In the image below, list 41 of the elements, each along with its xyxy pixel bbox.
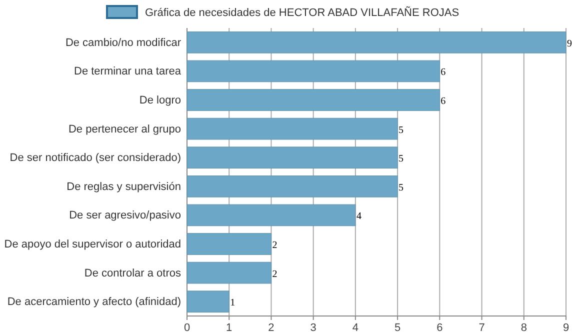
bar	[186, 146, 398, 169]
bar	[186, 233, 272, 255]
y-tick-label: De reglas y supervisión	[66, 180, 181, 193]
data-label: 1	[230, 298, 236, 309]
bar	[186, 60, 440, 82]
y-tick-label: De ser notificado (ser considerado)	[10, 152, 181, 164]
y-tick-label: De terminar una tarea	[74, 66, 182, 78]
data-label: 6	[440, 67, 446, 78]
bar	[186, 290, 230, 313]
x-tick-label: 2	[268, 322, 274, 334]
x-tick-label: 7	[478, 322, 485, 334]
x-tick-label: 4	[352, 322, 359, 334]
y-tick-label: De apoyo del supervisor o autoridad	[4, 238, 181, 251]
x-tick-label: 0	[184, 322, 190, 334]
bar	[186, 89, 440, 111]
bar	[186, 175, 398, 198]
bar	[186, 31, 566, 54]
data-label: 6	[440, 96, 446, 107]
x-tick-label: 5	[394, 322, 401, 334]
y-tick-label: De ser agresivo/pasivo	[69, 210, 181, 222]
data-label: 5	[398, 154, 404, 165]
y-tick-label: De controlar a otros	[84, 267, 182, 280]
bar	[186, 262, 272, 284]
data-label: 9	[567, 38, 572, 50]
legend-label: Gráfica de necesidades de HECTOR ABAD VILLAFAÑE ROJAS	[145, 6, 460, 19]
data-label: 2	[272, 268, 278, 280]
x-tick-label: 3	[310, 322, 316, 334]
data-label: 5	[398, 182, 404, 194]
y-tick-label: De cambio/no modificar	[65, 36, 182, 49]
x-tick-label: 1	[226, 322, 232, 334]
bar	[186, 204, 356, 226]
x-tick-label: 9	[562, 322, 570, 334]
y-tick-label: De acercamiento y afecto (afinidad)	[7, 296, 181, 308]
x-tick-label: 6	[436, 322, 443, 334]
bar	[186, 118, 398, 140]
data-label: 4	[356, 211, 362, 222]
data-label: 5	[398, 124, 404, 136]
y-tick-label: De logro	[139, 94, 181, 107]
data-label: 2	[272, 240, 278, 251]
x-tick-label: 8	[520, 322, 527, 334]
y-tick-label: De pertenecer al grupo	[68, 123, 181, 136]
